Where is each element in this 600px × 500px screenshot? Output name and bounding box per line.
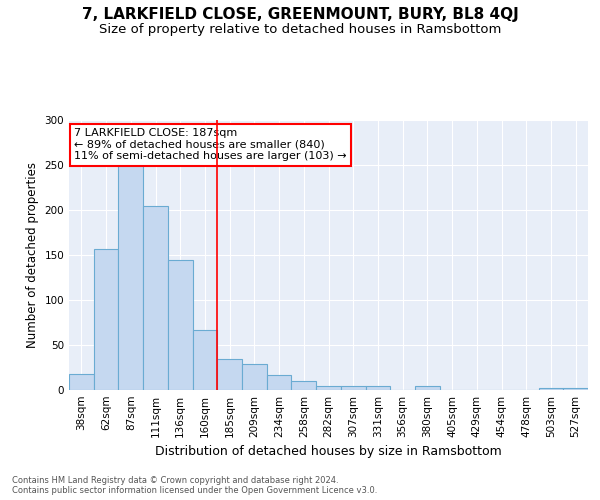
Bar (267, 374, 292, 390)
Text: 7 LARKFIELD CLOSE: 187sqm
← 89% of detached houses are smaller (840)
11% of semi: 7 LARKFIELD CLOSE: 187sqm ← 89% of detac… (74, 128, 347, 162)
Text: 7, LARKFIELD CLOSE, GREENMOUNT, BURY, BL8 4QJ: 7, LARKFIELD CLOSE, GREENMOUNT, BURY, BL… (82, 8, 518, 22)
Bar (316, 386, 341, 390)
Bar (242, 364, 267, 390)
Bar (94, 248, 118, 390)
Bar (118, 165, 143, 390)
Bar (168, 260, 193, 390)
Bar (193, 330, 217, 390)
Bar (365, 386, 390, 390)
Bar (143, 206, 168, 390)
Bar (539, 388, 563, 390)
Bar (341, 386, 365, 390)
Bar (69, 374, 94, 390)
Bar (217, 358, 242, 390)
Bar (292, 381, 316, 390)
Text: Contains HM Land Registry data © Crown copyright and database right 2024.
Contai: Contains HM Land Registry data © Crown c… (12, 476, 377, 495)
Y-axis label: Number of detached properties: Number of detached properties (26, 162, 39, 348)
X-axis label: Distribution of detached houses by size in Ramsbottom: Distribution of detached houses by size … (155, 446, 502, 458)
Bar (415, 386, 440, 390)
Text: Size of property relative to detached houses in Ramsbottom: Size of property relative to detached ho… (99, 22, 501, 36)
Bar (563, 388, 588, 390)
